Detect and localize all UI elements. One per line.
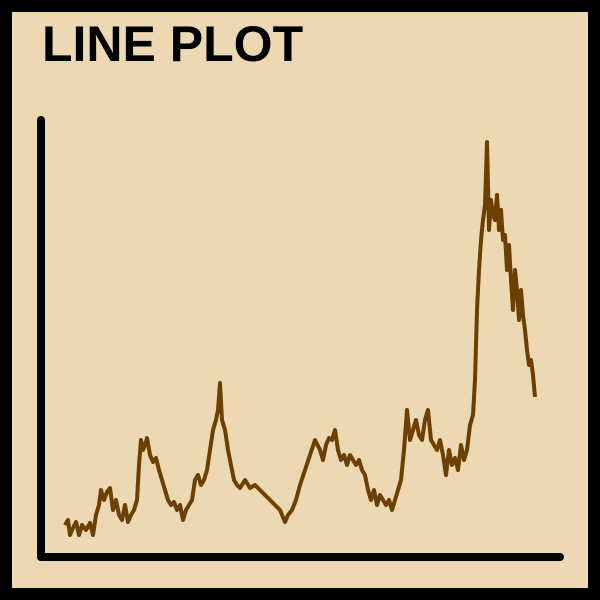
chart-title: LINE PLOT (42, 16, 303, 72)
data-line (63, 140, 537, 537)
